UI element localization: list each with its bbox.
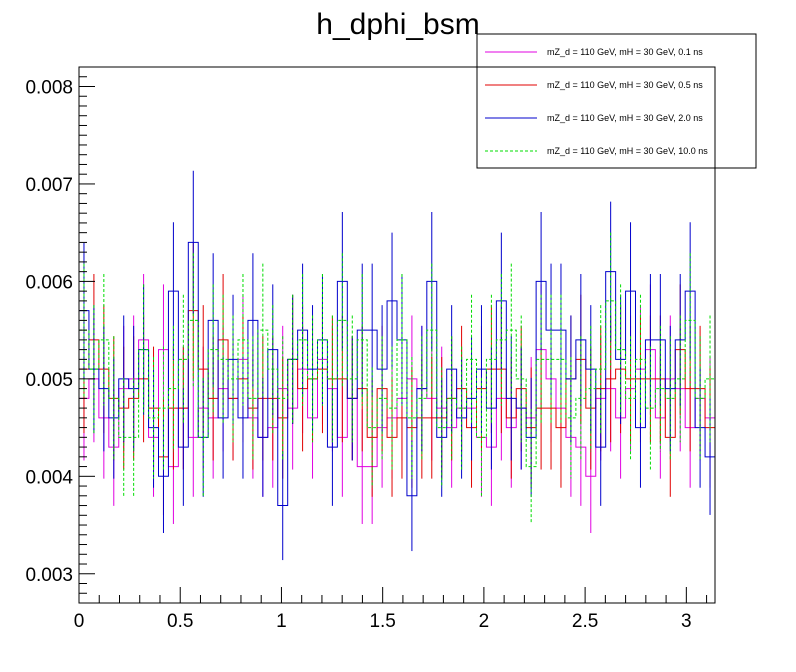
x-tick-label: 3 (681, 611, 692, 632)
series-2-line (79, 241, 715, 507)
y-tick-label: 0.005 (25, 370, 73, 391)
x-tick-label: 2.5 (572, 611, 598, 632)
x-tick-label: 2 (479, 611, 490, 632)
legend-label-3: mZ_d = 110 GeV, mH = 30 GeV, 10.0 ns (547, 146, 708, 156)
y-tick-label: 0.008 (25, 77, 73, 98)
series-3-line (79, 300, 715, 468)
series-layer (79, 170, 715, 561)
y-tick-label: 0.003 (25, 565, 73, 586)
legend-label-2: mZ_d = 110 GeV, mH = 30 GeV, 2.0 ns (547, 113, 703, 123)
legend-label-0: mZ_d = 110 GeV, mH = 30 GeV, 0.1 ns (547, 47, 703, 57)
x-tick-label: 1 (276, 611, 287, 632)
x-tick-label: 0 (74, 611, 85, 632)
x-axis: 0 0.5 1 1.5 2 2.5 3 (74, 587, 708, 632)
y-tick-label: 0.004 (25, 467, 73, 488)
chart-title: h_dphi_bsm (316, 8, 479, 41)
legend-label-1: mZ_d = 110 GeV, mH = 30 GeV, 0.5 ns (547, 80, 703, 90)
series-3 (79, 232, 715, 524)
y-axis: 0.003 0.004 0.005 0.006 0.007 0.008 (25, 66, 95, 604)
legend: mZ_d = 110 GeV, mH = 30 GeV, 0.1 ns mZ_d … (476, 33, 757, 169)
legend-box (476, 33, 757, 169)
plot-border (78, 66, 716, 604)
x-tick-label: 0.5 (167, 611, 193, 632)
y-tick-label: 0.007 (25, 175, 73, 196)
y-tick-label: 0.006 (25, 272, 73, 293)
x-tick-label: 1.5 (369, 611, 395, 632)
